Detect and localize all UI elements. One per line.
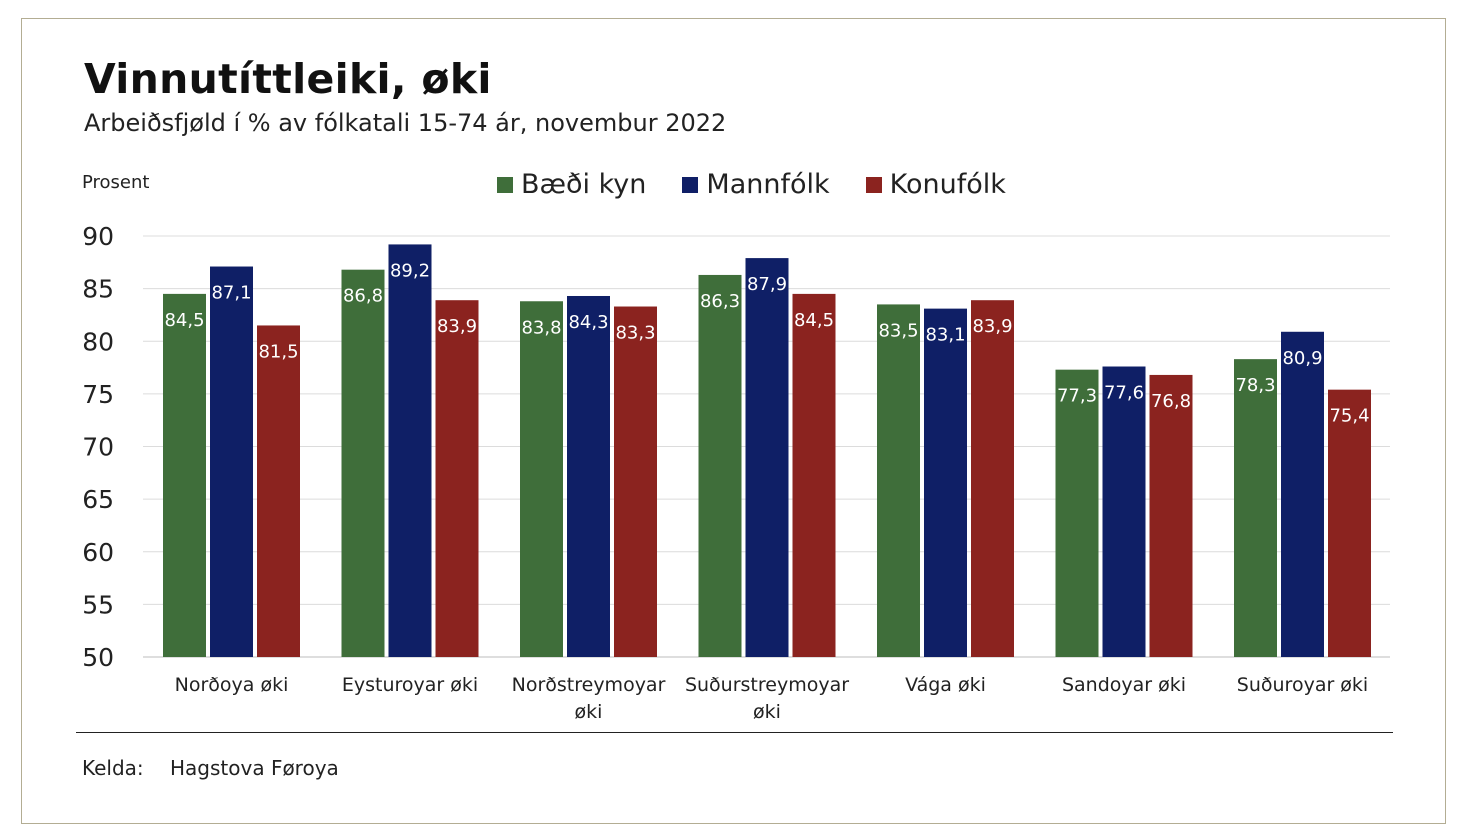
y-tick-label: 70 bbox=[82, 433, 114, 462]
data-label: 84,5 bbox=[794, 310, 834, 331]
bar bbox=[792, 293, 836, 657]
data-label: 78,3 bbox=[1235, 375, 1275, 396]
data-label: 75,4 bbox=[1329, 406, 1369, 427]
data-label: 83,1 bbox=[925, 325, 965, 346]
y-tick-label: 55 bbox=[82, 590, 114, 619]
bar bbox=[388, 244, 432, 658]
data-label: 87,9 bbox=[747, 274, 787, 295]
legend-swatch bbox=[865, 176, 882, 193]
bar bbox=[971, 300, 1014, 657]
bar bbox=[257, 325, 300, 657]
bar bbox=[1281, 331, 1324, 657]
y-tick-label: 80 bbox=[82, 327, 114, 356]
x-tick-label: øki bbox=[753, 701, 781, 723]
bar bbox=[567, 295, 610, 657]
legend-swatch bbox=[682, 176, 699, 193]
bar bbox=[877, 304, 920, 657]
chart-subtitle: Arbeiðsfjøld í % av fólkatali 15-74 ár, … bbox=[84, 109, 727, 137]
x-tick-label: Suðuroyar øki bbox=[1237, 674, 1368, 696]
x-tick-label: øki bbox=[575, 701, 603, 723]
legend-item: Mannfólk bbox=[682, 169, 830, 200]
data-label: 84,3 bbox=[568, 312, 608, 333]
y-tick-label: 60 bbox=[82, 538, 114, 567]
y-tick-label: 90 bbox=[82, 222, 114, 251]
data-label: 76,8 bbox=[1151, 391, 1191, 412]
source-divider bbox=[76, 732, 1393, 733]
data-label: 83,9 bbox=[972, 316, 1012, 337]
x-tick-label: Eysturoyar øki bbox=[342, 674, 478, 696]
bar bbox=[1234, 359, 1277, 657]
bar bbox=[745, 258, 789, 657]
bar bbox=[1149, 374, 1193, 657]
x-tick-label: Vága øki bbox=[905, 674, 986, 696]
legend-label: Konufólk bbox=[889, 169, 1006, 200]
y-tick-label: 50 bbox=[82, 643, 114, 672]
data-label: 84,5 bbox=[164, 310, 204, 331]
data-label: 89,2 bbox=[390, 260, 430, 281]
bar bbox=[435, 300, 479, 657]
data-label: 83,3 bbox=[615, 323, 655, 344]
bar bbox=[1102, 366, 1146, 657]
bar bbox=[698, 274, 742, 657]
bar bbox=[163, 293, 206, 657]
legend-item: Konufólk bbox=[865, 169, 1006, 200]
y-tick-label: 65 bbox=[82, 485, 114, 514]
chart-title: Vinnutíttleiki, øki bbox=[84, 55, 492, 103]
data-label: 83,8 bbox=[521, 317, 561, 338]
data-label: 83,9 bbox=[437, 316, 477, 337]
y-tick-label: 85 bbox=[82, 275, 114, 304]
x-tick-label: Sandoyar øki bbox=[1062, 674, 1186, 696]
source-label: Kelda: bbox=[82, 756, 144, 780]
bar bbox=[1328, 389, 1371, 657]
y-axis-label: Prosent bbox=[82, 172, 150, 193]
legend-label: Mannfólk bbox=[706, 169, 830, 200]
source-value: Hagstova Føroya bbox=[170, 756, 339, 780]
data-label: 77,6 bbox=[1104, 383, 1144, 404]
x-tick-label: Suðurstreymoyar bbox=[685, 674, 849, 696]
bar bbox=[1055, 369, 1099, 657]
data-label: 81,5 bbox=[258, 341, 298, 362]
bar bbox=[210, 266, 253, 657]
bar bbox=[614, 306, 657, 657]
legend-item: Bæði kyn bbox=[497, 169, 646, 200]
legend-label: Bæði kyn bbox=[521, 169, 647, 200]
data-label: 83,5 bbox=[878, 320, 918, 341]
x-tick-label: Norðstreymoyar bbox=[512, 674, 666, 696]
data-label: 86,3 bbox=[700, 291, 740, 312]
bar bbox=[520, 301, 563, 657]
data-label: 77,3 bbox=[1057, 386, 1097, 407]
legend-swatch bbox=[497, 176, 513, 193]
data-label: 80,9 bbox=[1282, 348, 1322, 369]
chart-frame bbox=[21, 18, 1446, 824]
bar bbox=[924, 308, 967, 657]
y-tick-label: 75 bbox=[82, 380, 114, 409]
bar bbox=[341, 269, 385, 657]
data-label: 87,1 bbox=[211, 283, 251, 304]
x-tick-label: Norðoya øki bbox=[175, 674, 289, 696]
legend: Bæði kyn Mannfólk Konufólk bbox=[497, 169, 1006, 200]
data-label: 86,8 bbox=[343, 286, 383, 307]
